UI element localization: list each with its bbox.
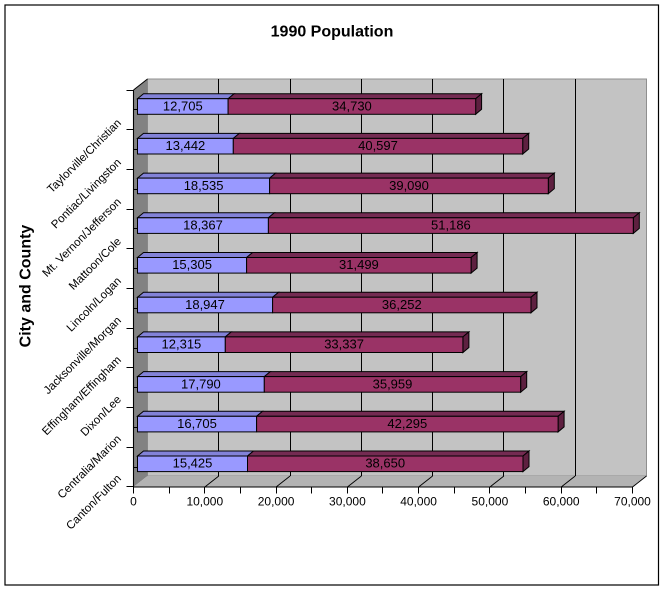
svg-text:20,000: 20,000: [258, 495, 295, 509]
svg-text:0: 0: [130, 495, 137, 509]
svg-text:30,000: 30,000: [329, 495, 366, 509]
svg-text:City and County: City and County: [18, 225, 35, 348]
svg-text:12,315: 12,315: [162, 337, 202, 352]
svg-text:18,947: 18,947: [185, 297, 225, 312]
svg-text:40,000: 40,000: [400, 495, 437, 509]
svg-text:70,000: 70,000: [614, 495, 651, 509]
svg-text:38,650: 38,650: [365, 456, 405, 471]
svg-text:51,186: 51,186: [431, 218, 471, 233]
svg-text:31,499: 31,499: [339, 257, 379, 272]
svg-text:39,090: 39,090: [389, 178, 429, 193]
svg-text:18,535: 18,535: [184, 178, 224, 193]
svg-text:12,705: 12,705: [163, 98, 203, 113]
svg-text:35,959: 35,959: [373, 376, 413, 391]
svg-text:34,730: 34,730: [332, 98, 372, 113]
svg-text:17,790: 17,790: [181, 376, 221, 391]
svg-text:16,705: 16,705: [177, 416, 217, 431]
svg-text:33,337: 33,337: [324, 337, 364, 352]
svg-text:15,305: 15,305: [172, 257, 212, 272]
svg-text:40,597: 40,597: [358, 138, 398, 153]
svg-text:18,367: 18,367: [183, 218, 223, 233]
svg-text:50,000: 50,000: [472, 495, 509, 509]
svg-text:15,425: 15,425: [173, 456, 213, 471]
svg-text:13,442: 13,442: [166, 138, 206, 153]
svg-text:60,000: 60,000: [543, 495, 580, 509]
svg-text:36,252: 36,252: [382, 297, 422, 312]
svg-text:10,000: 10,000: [186, 495, 223, 509]
svg-text:1990 Population: 1990 Population: [271, 23, 394, 40]
svg-text:42,295: 42,295: [387, 416, 427, 431]
